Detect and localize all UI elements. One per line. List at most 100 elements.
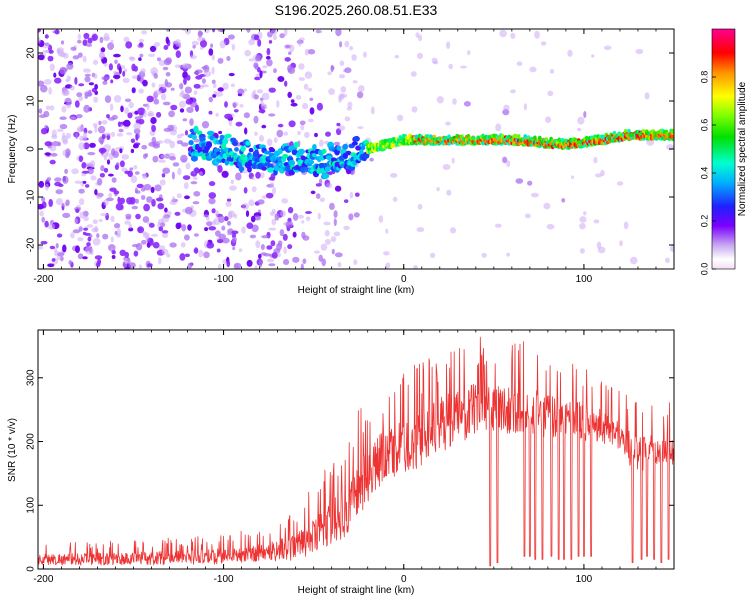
- spectrogram-noise-cell: [481, 252, 487, 258]
- spectrogram-noise-cell: [265, 192, 274, 199]
- spectrogram-noise-cell: [78, 83, 85, 87]
- spectrogram-noise-cell: [186, 106, 194, 113]
- spectrogram-noise-cell: [98, 120, 102, 126]
- spectrogram-noise-cell: [144, 153, 149, 158]
- spectrogram-noise-cell: [88, 82, 95, 86]
- spectrogram-noise-cell: [600, 169, 605, 177]
- spectrogram-noise-cell: [197, 37, 205, 42]
- spectrogram-noise-cell: [163, 138, 172, 144]
- spectrogram-noise-cell: [158, 257, 162, 265]
- spectrogram-noise-cell: [94, 225, 98, 233]
- spectrogram-noise-cell: [323, 221, 331, 226]
- spectrogram-ridge-cell: [205, 141, 213, 149]
- spectrogram-noise-cell: [277, 240, 283, 247]
- spectrogram-ridge-cell: [261, 166, 267, 171]
- spectrogram-noise-cell: [330, 65, 335, 70]
- spectrogram-noise-cell: [329, 202, 335, 210]
- spectrogram-ridge-cell: [213, 148, 221, 153]
- spectrogram-noise-cell: [111, 177, 117, 183]
- spectrogram-noise-cell: [54, 77, 62, 84]
- spectrogram-noise-cell: [392, 196, 398, 202]
- spectrogram-noise-cell: [292, 231, 297, 238]
- snr-x-tick-label: -200: [33, 574, 53, 585]
- spectrogram-noise-cell: [54, 181, 62, 187]
- spectrogram-noise-cell: [251, 186, 257, 193]
- spectrogram-noise-cell: [325, 131, 331, 137]
- spectrogram-noise-cell: [90, 175, 97, 181]
- spectrogram-noise-cell: [148, 222, 155, 228]
- spectrogram-noise-cell: [83, 104, 91, 113]
- spectrogram-noise-cell: [534, 30, 540, 39]
- spectrogram-noise-cell: [273, 68, 277, 74]
- spectrogram-ridge-cell: [538, 135, 542, 141]
- spectrogram-noise-cell: [74, 180, 82, 184]
- spectrogram-ridge-cell: [206, 130, 215, 136]
- spectrogram-noise-cell: [302, 258, 307, 265]
- spectrogram-noise-cell: [130, 148, 135, 154]
- snr-x-axis-label: Height of straight line (km): [298, 585, 415, 596]
- spectrogram-noise-cell: [549, 69, 555, 74]
- spectrogram-noise-cell: [195, 69, 203, 74]
- spectrogram-noise-cell: [669, 245, 674, 253]
- spectrogram-ridge-cell: [288, 159, 296, 167]
- spectrogram-noise-cell: [77, 39, 82, 44]
- spectrogram-noise-cell: [258, 253, 262, 259]
- spectrogram-noise-cell: [128, 262, 136, 269]
- spectrogram-noise-cell: [319, 197, 326, 203]
- spectrogram-noise-cell: [123, 36, 130, 43]
- spectrogram-noise-cell: [283, 131, 289, 136]
- spectrogram-noise-cell: [185, 162, 191, 170]
- spectrogram-noise-cell: [529, 66, 537, 73]
- spectrogram-noise-cell: [181, 142, 189, 147]
- spectrogram-noise-cell: [141, 195, 146, 200]
- spectrogram-noise-cell: [265, 55, 271, 60]
- spectrogram-noise-cell: [181, 224, 187, 232]
- spectrogram-noise-cell: [212, 29, 216, 33]
- spectrogram-noise-cell: [616, 181, 624, 186]
- spectrogram-noise-cell: [235, 121, 243, 127]
- spectrogram-noise-cell: [238, 248, 243, 253]
- spectrogram-noise-cell: [184, 29, 191, 35]
- spectrogram-noise-cell: [74, 77, 78, 85]
- spectrogram-noise-cell: [202, 214, 210, 218]
- spectrogram-noise-cell: [340, 86, 347, 93]
- spectrogram-noise-cell: [297, 130, 301, 136]
- spectrogram-noise-cell: [42, 45, 50, 49]
- spectrogram-noise-cell: [148, 53, 156, 57]
- spectrogram-noise-cell: [135, 119, 141, 124]
- spectrogram-noise-cell: [75, 208, 80, 213]
- spectrogram-noise-cell: [39, 210, 44, 217]
- spectrogram-noise-cell: [218, 233, 226, 240]
- spectrogram-noise-cell: [38, 203, 44, 210]
- spectrogram-ridge-cell: [269, 148, 276, 153]
- spectrogram-noise-cell: [208, 181, 216, 187]
- spectrogram-noise-cell: [92, 219, 98, 225]
- spectrogram-noise-cell: [253, 34, 260, 41]
- spectrogram-noise-cell: [208, 197, 216, 205]
- spectrogram-noise-cell: [134, 190, 141, 194]
- spectrogram-noise-cell: [44, 42, 50, 46]
- spectrogram-noise-cell: [254, 76, 261, 81]
- spectrogram-noise-cell: [630, 256, 638, 265]
- spectrogram-noise-cell: [62, 132, 66, 139]
- spectrogram-noise-cell: [147, 263, 153, 268]
- spectrogram-noise-cell: [41, 216, 45, 223]
- spectrogram-noise-cell: [268, 113, 276, 117]
- spectrogram-noise-cell: [78, 142, 85, 150]
- spectrogram-noise-cell: [337, 261, 342, 268]
- spectrogram-ridge-cell: [513, 133, 518, 139]
- spectrogram-noise-cell: [211, 208, 216, 214]
- spectrogram-noise-cell: [192, 201, 200, 205]
- spectrogram-noise-cell: [349, 45, 353, 51]
- spectrogram-noise-cell: [235, 172, 242, 181]
- spectrogram-noise-cell: [255, 55, 262, 62]
- spectrogram-noise-cell: [184, 195, 190, 200]
- spectrogram-noise-cell: [127, 112, 133, 119]
- spectrogram-noise-cell: [156, 140, 164, 144]
- spectrogram-noise-cell: [385, 228, 389, 234]
- spectrogram-noise-cell: [206, 242, 215, 249]
- spectrogram-noise-cell: [111, 255, 116, 259]
- spectrogram-noise-cell: [334, 252, 343, 258]
- spectrogram-noise-cell: [272, 34, 278, 41]
